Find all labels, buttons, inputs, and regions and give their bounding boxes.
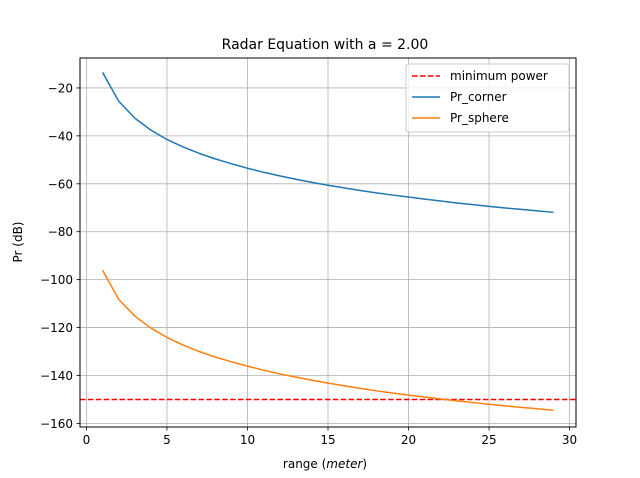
chart-title: Radar Equation with a = 2.00 <box>222 37 429 53</box>
x-tick-label: 10 <box>240 433 255 447</box>
x-tick-label: 5 <box>163 433 171 447</box>
x-tick-label: 15 <box>320 433 335 447</box>
y-tick-label: −80 <box>48 225 73 239</box>
y-tick-label: −60 <box>48 177 73 191</box>
y-tick-label: −140 <box>40 369 73 383</box>
y-tick-label: −160 <box>40 417 73 431</box>
legend: minimum power Pr_corner Pr_sphere <box>405 63 570 133</box>
x-tick-label: 30 <box>562 433 577 447</box>
x-axis-label: range (meter) <box>283 457 367 471</box>
series-line-pr-sphere <box>101 269 554 411</box>
x-axis-label-prefix: range ( <box>283 457 326 471</box>
legend-label-minimum-power: minimum power <box>450 69 548 83</box>
y-tick-label: −20 <box>48 81 73 95</box>
legend-box <box>405 63 570 133</box>
x-tick-label: 0 <box>83 433 91 447</box>
legend-label-pr-sphere: Pr_sphere <box>450 111 509 125</box>
series-line-pr-corner <box>101 72 554 214</box>
y-tick-label: −100 <box>40 273 73 287</box>
x-tick-label: 25 <box>481 433 496 447</box>
y-axis-ticks: −160 −140 −120 −100 −80 −60 −40 −20 <box>40 81 80 431</box>
data-series <box>101 72 554 411</box>
y-tick-label: −120 <box>40 321 73 335</box>
y-axis-label: Pr (dB) <box>11 222 25 263</box>
x-axis-label-suffix: ) <box>362 457 367 471</box>
x-axis-label-unit: meter <box>326 457 363 471</box>
y-tick-label: −40 <box>48 129 73 143</box>
grid <box>80 58 576 427</box>
x-axis-ticks: 0 5 10 15 20 25 30 <box>83 427 577 447</box>
legend-label-pr-corner: Pr_corner <box>450 90 507 104</box>
x-tick-label: 20 <box>401 433 416 447</box>
